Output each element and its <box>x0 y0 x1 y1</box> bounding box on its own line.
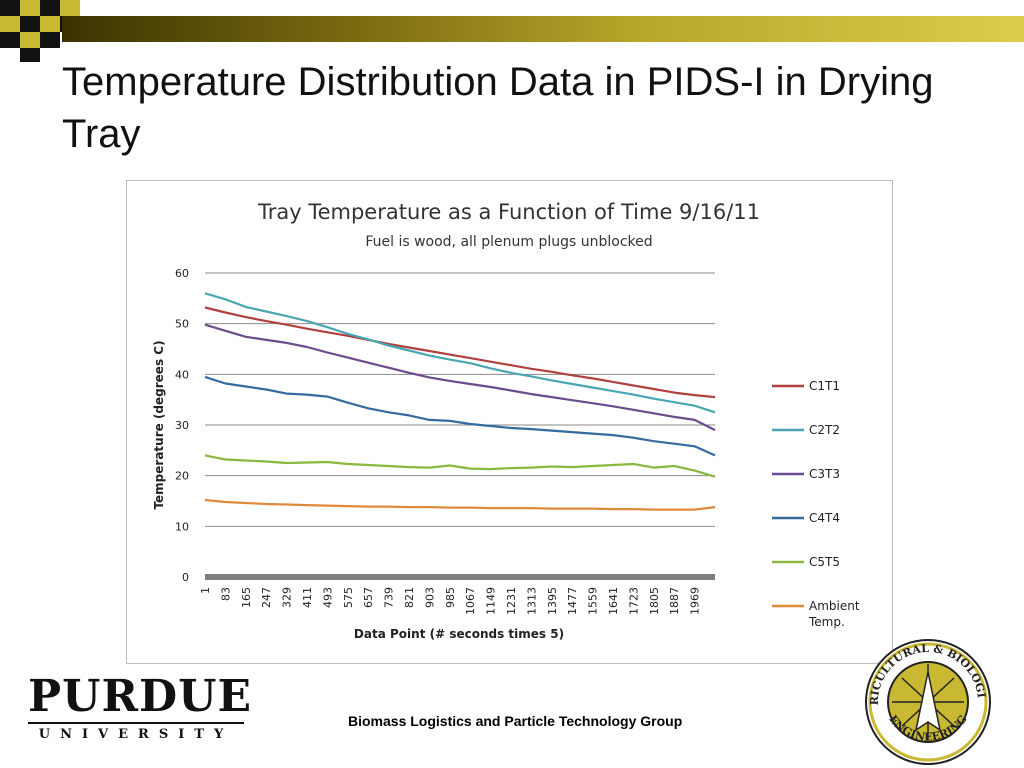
x-tick-label: 165 <box>240 587 253 608</box>
x-tick-label: 1313 <box>525 587 538 615</box>
x-tick-label: 1231 <box>505 587 518 615</box>
legend-label: Ambient Temp. <box>808 599 860 629</box>
x-tick-label: 821 <box>403 587 416 608</box>
checker-pattern-icon <box>0 0 80 62</box>
series-line-c5t5 <box>204 454 716 478</box>
purdue-logo: PURDUE UNIVERSITY <box>28 671 253 748</box>
y-axis-label: Temperature (degrees C) <box>152 340 166 509</box>
abe-seal-icon: AGRICULTURAL & BIOLOGICAL ENGINEERING <box>862 638 991 765</box>
x-tick-label: 1477 <box>566 587 579 615</box>
series-line-c1t1 <box>204 306 716 399</box>
legend-label: C2T2 <box>809 423 840 437</box>
legend: C1T1 C2T2 C3T3 C4T4 C5T5 Ambient Temp. <box>772 379 860 629</box>
top-banner <box>0 0 1024 62</box>
x-tick-label: 329 <box>281 587 294 608</box>
legend-label: C3T3 <box>809 467 840 481</box>
x-tick-label: 903 <box>423 587 436 608</box>
gridlines <box>205 272 715 580</box>
x-tick-label: 1805 <box>648 587 661 615</box>
x-tick-label: 411 <box>301 587 314 608</box>
y-tick-label: 20 <box>175 470 189 483</box>
x-tick-label: 657 <box>362 587 375 608</box>
legend-label: C5T5 <box>809 555 840 569</box>
y-tick-label: 60 <box>175 267 189 280</box>
x-tick-label: 1641 <box>607 587 620 615</box>
y-tick-label: 40 <box>175 368 189 381</box>
gold-title-band <box>62 16 1024 42</box>
y-tick-label: 0 <box>182 571 189 584</box>
x-tick-label: 247 <box>260 587 273 608</box>
series-line-ambient-temp <box>204 498 716 511</box>
chart-title: Tray Temperature as a Function of Time 9… <box>257 200 760 224</box>
x-tick-label: 1067 <box>464 587 477 615</box>
purdue-logo-subtext: UNIVERSITY <box>38 727 234 742</box>
series-line-c2t2 <box>204 292 716 414</box>
x-axis-ticks: 1 83 165 247 329 411 493 575 657 739 821 903 985 1067… <box>199 587 702 615</box>
x-tick-label: 1395 <box>546 587 559 615</box>
x-tick-label: 1887 <box>668 587 681 615</box>
y-axis-ticks: 0 10 20 30 40 50 60 <box>175 267 189 584</box>
x-tick-label: 1149 <box>485 587 498 615</box>
y-tick-label: 10 <box>175 520 189 533</box>
legend-label: C4T4 <box>809 511 840 525</box>
x-tick-label: 1723 <box>627 587 640 615</box>
x-tick-label: 493 <box>321 587 334 608</box>
chart-subtitle: Fuel is wood, all plenum plugs unblocked <box>365 234 652 250</box>
series-lines <box>204 292 716 511</box>
purdue-logo-name: PURDUE <box>28 671 253 722</box>
series-line-c4t4 <box>204 375 716 457</box>
chart-frame: Tray Temperature as a Function of Time 9… <box>126 180 893 664</box>
x-tick-label: 739 <box>383 587 396 608</box>
x-tick-label: 1 <box>199 587 212 594</box>
legend-label: C1T1 <box>809 379 840 393</box>
purdue-logo-rule <box>28 722 244 724</box>
x-tick-label: 985 <box>444 587 457 608</box>
x-tick-label: 1559 <box>587 587 600 615</box>
x-tick-label: 83 <box>219 587 232 601</box>
slide-title: Temperature Distribution Data in PIDS-I … <box>62 60 934 156</box>
x-axis-baseline <box>205 574 715 580</box>
line-chart: Tray Temperature as a Function of Time 9… <box>152 200 860 641</box>
y-tick-label: 30 <box>175 419 189 432</box>
y-tick-label: 50 <box>175 318 189 331</box>
x-tick-label: 1969 <box>689 587 702 615</box>
footer-group-name: Biomass Logistics and Particle Technolog… <box>348 713 683 729</box>
x-axis-label: Data Point (# seconds times 5) <box>354 627 564 641</box>
series-line-c3t3 <box>204 323 716 432</box>
x-tick-label: 575 <box>342 587 355 608</box>
